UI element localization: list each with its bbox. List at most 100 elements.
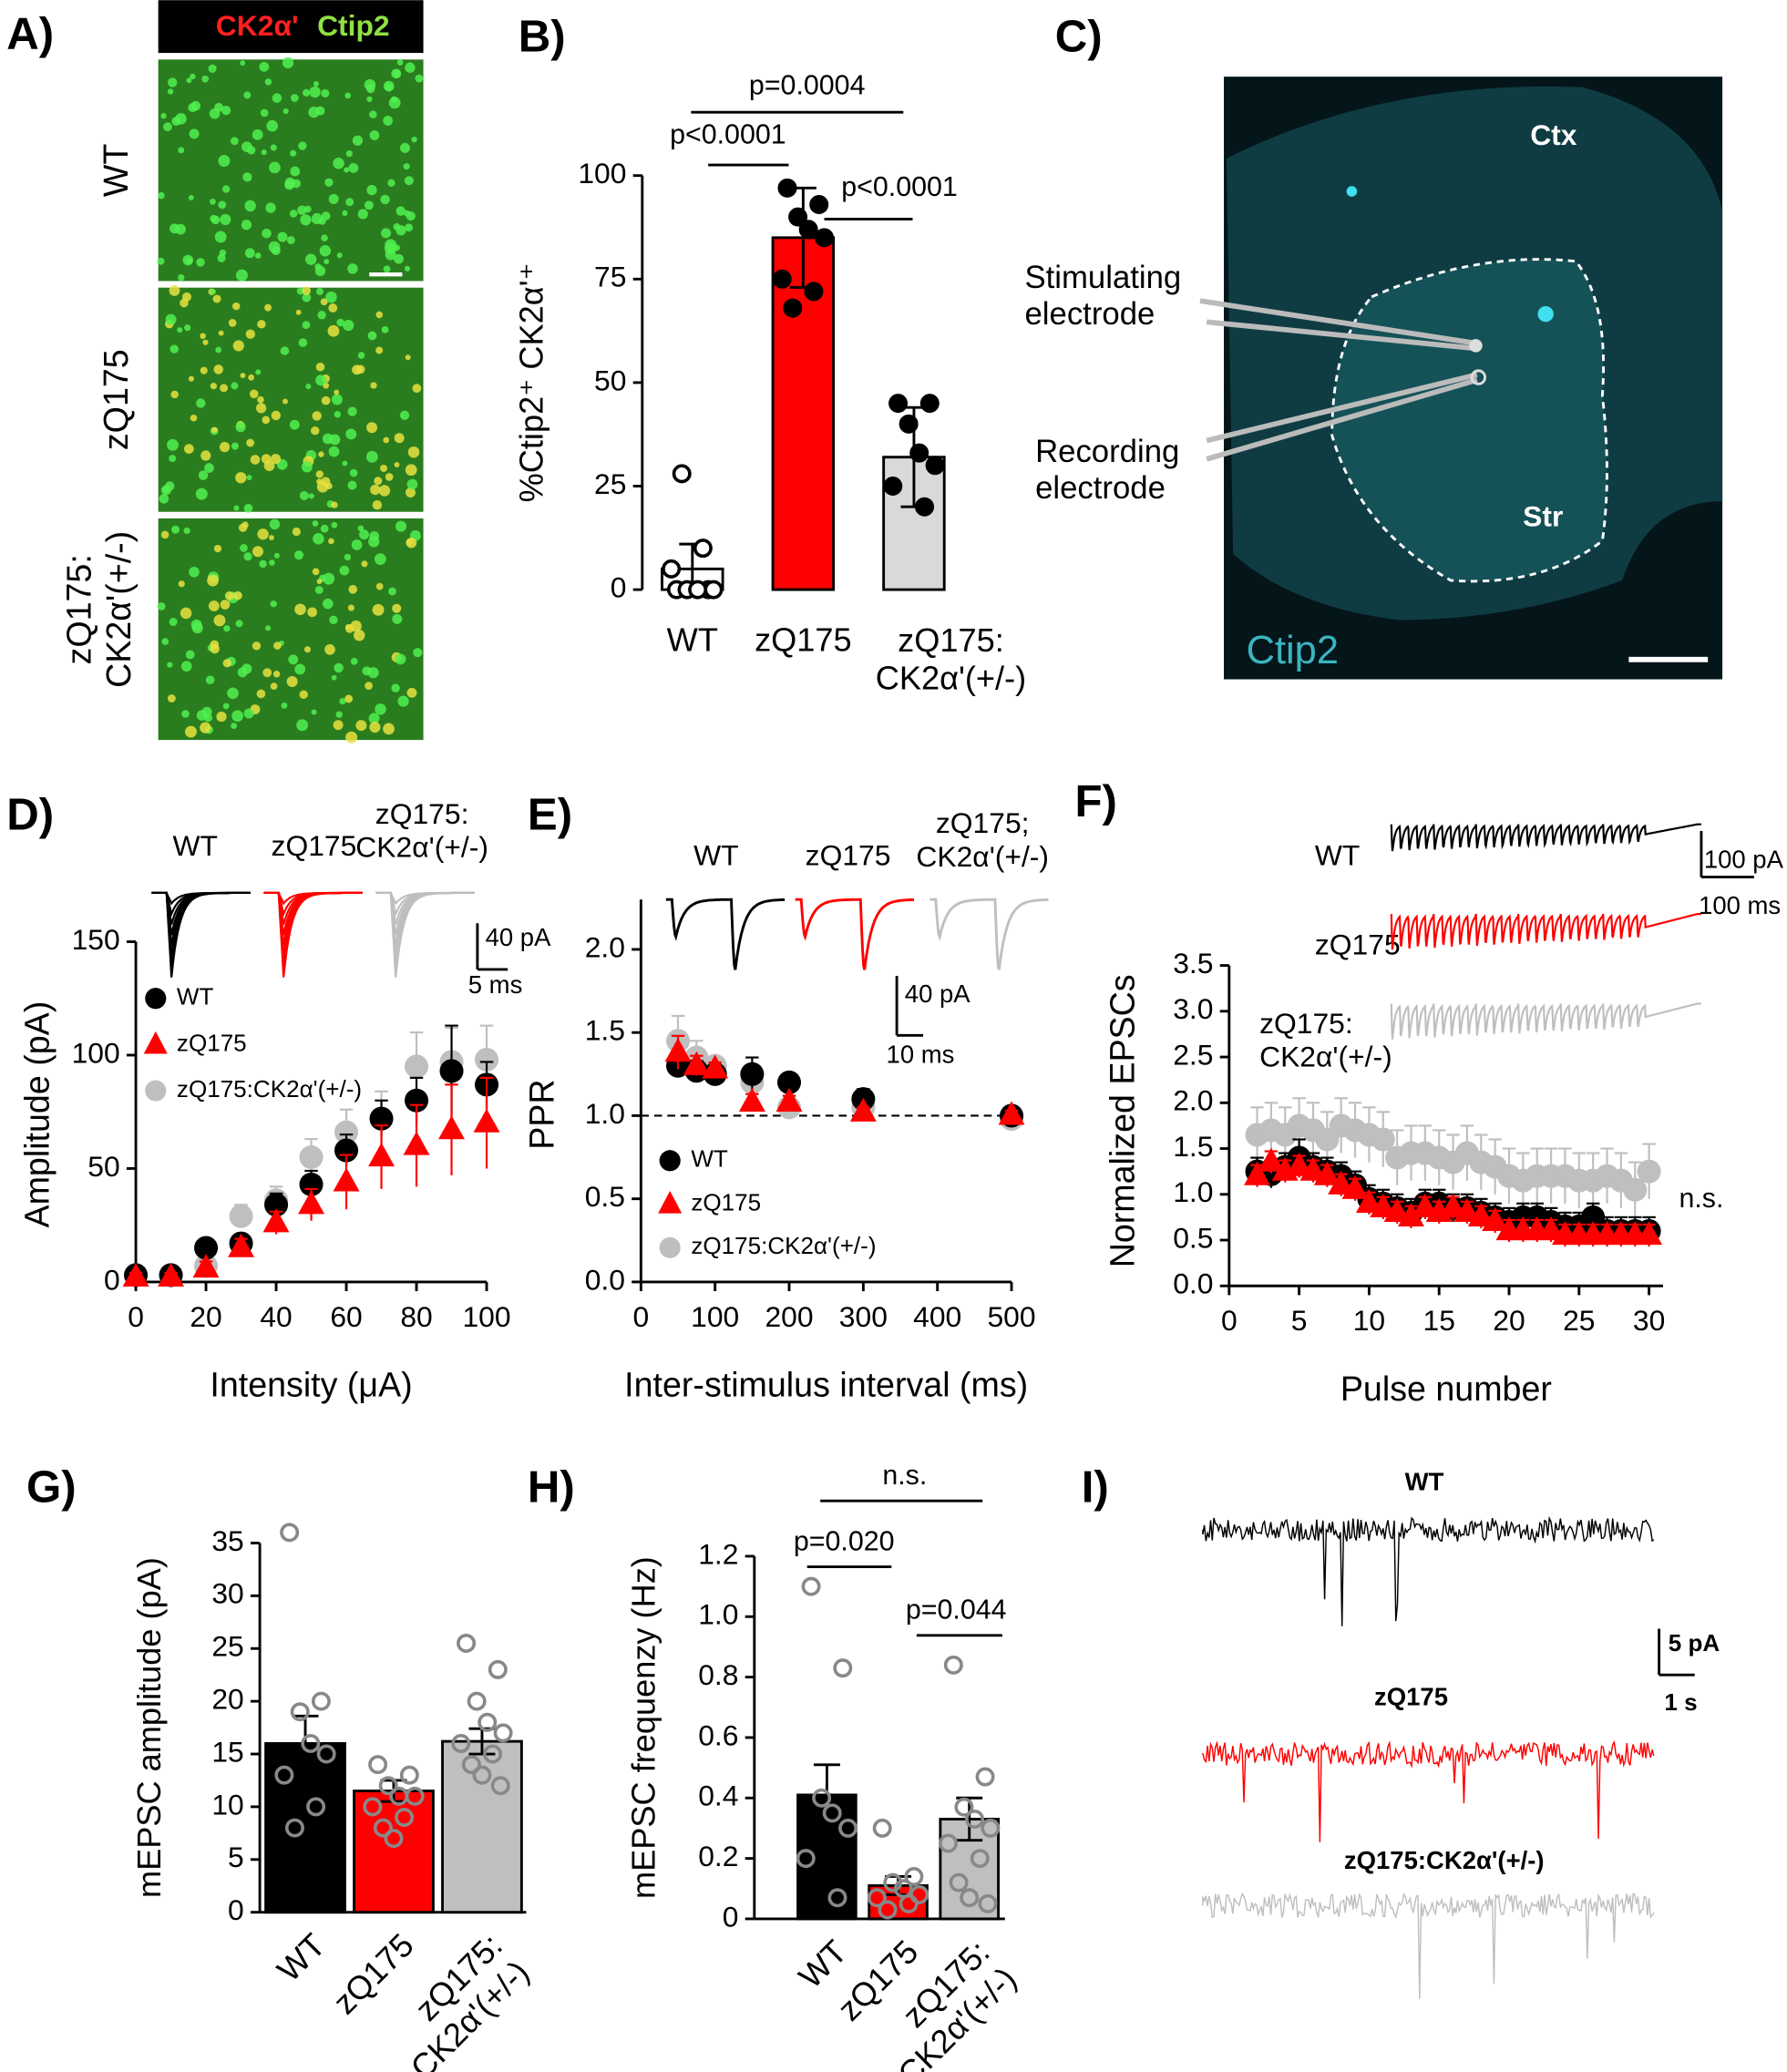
cell [196,710,208,721]
cell [369,130,380,140]
cell [310,426,320,436]
y-tick-label: 0.4 [698,1780,738,1812]
marker [403,1131,430,1155]
cell [286,676,298,688]
trace-label: WT [172,829,217,862]
data-point [488,1659,508,1679]
cell [317,311,326,320]
scale-label: 1 s [1664,1688,1697,1716]
trace [1390,913,1701,950]
cell [211,426,218,434]
trace [1390,1002,1701,1040]
cell [290,94,299,102]
cell [157,602,166,610]
cell [246,475,252,480]
marker [228,1233,255,1257]
legend-marker [145,1080,167,1102]
cell [380,464,388,473]
cell [240,60,246,67]
marker [683,1051,710,1075]
cell [392,603,402,613]
y-tick-label: 0.0 [585,1263,625,1296]
x-tick-label: 0 [128,1300,144,1333]
micrograph [158,285,424,513]
cell [335,711,343,718]
panel-label: I) [1082,1462,1109,1513]
cell [311,709,317,715]
cell [312,411,322,421]
trace [375,891,476,978]
x-tick-label: 15 [1423,1304,1455,1337]
cell [395,206,406,216]
annotation: n.s. [1679,1183,1723,1214]
annotation: p=0.044 [906,1595,1007,1626]
marker [849,1097,877,1122]
cell [347,263,358,274]
data-point [812,1788,832,1808]
cell [345,149,353,158]
cell [344,623,354,633]
cell [375,703,386,715]
trace-label: zQ175:CK2α'(+/-) [355,797,488,864]
cell [182,254,194,266]
cell [328,303,338,313]
y-tick-label: 15 [211,1735,243,1768]
cell [282,108,289,115]
cell [212,294,221,303]
cell [207,574,219,587]
trace [151,891,251,978]
trace-label: zQ175 [272,829,357,862]
cell [189,128,200,139]
cell [265,202,276,213]
cell [235,620,243,628]
annotation: n.s. [882,1460,927,1491]
cell [231,723,238,730]
data-point [306,1797,326,1817]
cell [269,559,275,566]
cell [314,265,326,276]
cell [372,603,385,616]
marker [1299,1156,1327,1181]
cell [336,252,343,259]
cell [385,83,393,91]
cell [246,438,255,447]
cell [210,383,218,390]
y-tick-label: 0.0 [1173,1267,1213,1300]
cell [231,442,239,450]
y-tick-label: 1.0 [1173,1175,1213,1208]
cell [323,572,335,585]
data-point [949,1872,969,1892]
cell [254,252,262,259]
cell [167,694,176,703]
cell [331,394,343,405]
trace-label: WT [693,838,738,871]
row-label: zQ175:CK2α'(+/-) [60,531,138,688]
cell [269,161,281,174]
cell [301,461,313,473]
data-point [867,1888,887,1908]
cell [210,198,216,205]
marker [776,1070,802,1094]
y-tick-label: 100 [578,157,626,190]
cell [163,122,172,132]
cell [312,568,320,576]
channel-label: Ctip2 [317,9,390,42]
marker [262,1208,290,1233]
cell [388,587,396,596]
cell [270,454,282,465]
cell [405,354,411,361]
x-tick-label: WT [667,621,718,659]
data-point [311,1691,331,1711]
cell [328,193,339,204]
cell [178,273,185,282]
y-tick-label: 1.0 [698,1598,738,1631]
cell [210,643,220,654]
cell [167,662,173,668]
electrode [1206,372,1478,444]
micrograph [157,56,424,282]
cell [247,146,256,155]
marker [702,1054,729,1079]
cell [399,410,410,420]
cell [406,478,418,490]
cell [405,223,414,232]
